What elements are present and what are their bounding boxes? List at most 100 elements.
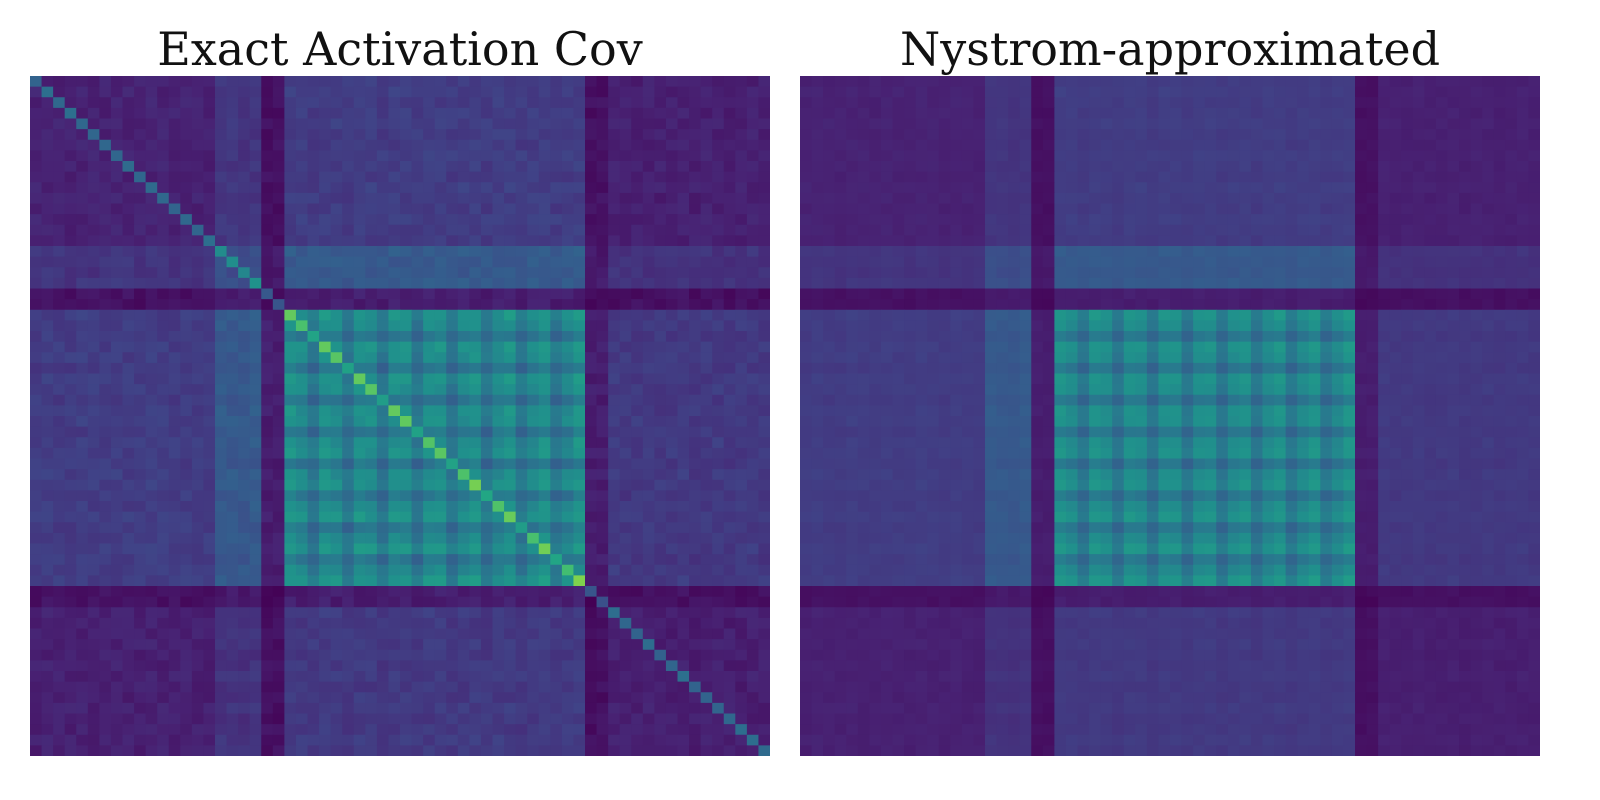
heatmap-cell — [573, 107, 586, 120]
heatmap-cell — [1181, 192, 1194, 205]
heatmap-cell — [261, 267, 274, 279]
heatmap-cell — [480, 352, 494, 364]
heatmap-cell — [99, 192, 112, 205]
heatmap-cell — [1031, 97, 1044, 109]
heatmap-cell — [180, 341, 193, 353]
heatmap-cell — [99, 469, 112, 481]
heatmap-cell — [550, 362, 563, 375]
heatmap-cell — [87, 724, 100, 736]
heatmap-cell — [800, 171, 813, 183]
heatmap-cell — [538, 129, 551, 141]
heatmap-cell — [41, 139, 54, 151]
heatmap-cell — [758, 373, 770, 385]
heatmap-cell — [492, 575, 505, 587]
heatmap-cell — [561, 86, 575, 98]
heatmap-cell — [249, 575, 262, 587]
heatmap-cell — [515, 692, 528, 704]
heatmap-cell — [996, 139, 1009, 151]
heatmap-cell — [550, 501, 563, 513]
heatmap-cell — [226, 745, 239, 756]
heatmap-cell — [573, 639, 586, 651]
heatmap-cell — [180, 713, 193, 725]
heatmap-cell — [689, 150, 702, 162]
heatmap-cell — [110, 139, 124, 151]
heatmap-cell — [585, 246, 598, 258]
heatmap-cell — [365, 129, 378, 141]
heatmap-cell — [927, 97, 940, 109]
heatmap-cell — [238, 171, 251, 183]
heatmap-cell — [261, 426, 274, 438]
heatmap-cell — [1262, 214, 1275, 226]
heatmap-cell — [735, 341, 748, 353]
heatmap-cell — [110, 607, 124, 619]
heatmap-cell — [689, 692, 702, 704]
heatmap-cell — [249, 203, 262, 215]
heatmap-cell — [145, 97, 158, 109]
heatmap-cell — [712, 107, 725, 120]
heatmap-cell — [712, 681, 725, 693]
heatmap-cell — [1435, 182, 1449, 194]
heatmap-cell — [1516, 118, 1530, 130]
heatmap-cell — [1008, 76, 1021, 88]
heatmap-cell — [823, 118, 836, 130]
heatmap-cell — [53, 320, 66, 332]
heatmap-cell — [342, 299, 355, 311]
heatmap-cell — [87, 447, 100, 460]
heatmap-cell — [677, 86, 690, 98]
heatmap-cell — [134, 267, 147, 279]
heatmap-cell — [238, 331, 251, 343]
heatmap-cell — [550, 235, 563, 247]
heatmap-cell — [157, 416, 170, 428]
heatmap-cell — [388, 649, 401, 661]
heatmap-cell — [1135, 139, 1148, 151]
heatmap-cell — [631, 373, 644, 385]
heatmap-cell — [365, 511, 378, 523]
heatmap-cell — [284, 224, 297, 236]
heatmap-cell — [261, 107, 274, 120]
heatmap-cell — [746, 405, 760, 417]
heatmap-cell — [800, 161, 813, 173]
heatmap-cell — [723, 702, 736, 715]
heatmap-cell — [53, 522, 66, 534]
heatmap-cell — [110, 479, 124, 491]
heatmap-cell — [307, 543, 320, 555]
heatmap-cell — [191, 501, 205, 513]
heatmap-cell — [353, 373, 366, 385]
heatmap-cell — [608, 288, 621, 300]
heatmap-cell — [145, 490, 158, 502]
heatmap-cell — [723, 76, 736, 88]
heatmap-cell — [434, 416, 447, 428]
heatmap-cell — [561, 373, 575, 385]
heatmap-cell — [168, 277, 181, 290]
heatmap-cell — [550, 447, 563, 460]
heatmap-cell — [834, 161, 847, 173]
heatmap-cell — [411, 522, 424, 534]
heatmap-cell — [307, 532, 320, 545]
heatmap-cell — [76, 586, 89, 598]
heatmap-cell — [631, 331, 644, 343]
heatmap-cell — [87, 437, 100, 449]
heatmap-cell — [492, 267, 505, 279]
heatmap-cell — [145, 458, 158, 470]
heatmap-cell — [585, 86, 598, 98]
heatmap-cell — [480, 107, 494, 120]
heatmap-cell — [87, 469, 100, 481]
heatmap-cell — [538, 702, 551, 715]
heatmap-cell — [480, 617, 494, 630]
heatmap-cell — [1008, 86, 1021, 98]
heatmap-cell — [504, 416, 517, 428]
heatmap-cell — [642, 554, 655, 566]
heatmap-cell — [608, 107, 621, 120]
heatmap-cell — [226, 76, 239, 88]
heatmap-cell — [41, 532, 54, 545]
heatmap-cell — [834, 118, 847, 130]
heatmap-cell — [411, 469, 424, 481]
heatmap-cell — [365, 522, 378, 534]
heatmap-cell — [469, 458, 482, 470]
heatmap-cell — [249, 671, 262, 683]
heatmap-cell — [880, 150, 894, 162]
heatmap-cell — [307, 352, 320, 364]
heatmap-cell — [492, 171, 505, 183]
heatmap-cell — [515, 713, 528, 725]
heatmap-cell — [469, 171, 482, 183]
